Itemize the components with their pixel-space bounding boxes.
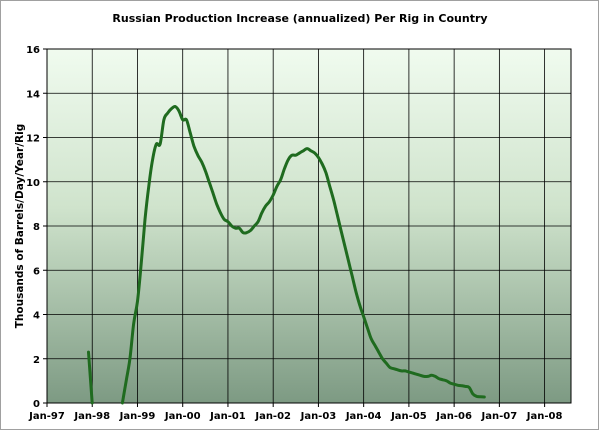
x-tick-label: Jan-97 <box>28 411 65 422</box>
x-tick-label: Jan-00 <box>164 411 201 422</box>
x-tick-label: Jan-01 <box>209 411 246 422</box>
y-tick-label: 4 <box>33 311 40 322</box>
y-tick-label: 2 <box>33 355 40 366</box>
y-tick-label: 16 <box>26 45 40 56</box>
y-axis-label: Thousands of Barrels/Day/Year/Rig <box>14 124 26 328</box>
x-tick-label: Jan-04 <box>345 411 382 422</box>
y-tick-label: 14 <box>26 89 40 100</box>
series-line-1 <box>120 104 486 405</box>
x-axis-ticks: Jan-97 Jan-98 Jan-99 Jan-00 Jan-01 Jan-02 Jan-… <box>28 403 562 422</box>
series-layer <box>87 104 486 405</box>
x-tick-label: Jan-05 <box>390 411 427 422</box>
chart-title: Russian Production Increase (annualized)… <box>112 12 487 25</box>
x-tick-label: Jan-07 <box>481 411 518 422</box>
x-tick-label: Jan-02 <box>254 411 291 422</box>
x-tick-label: Jan-98 <box>73 411 110 422</box>
x-tick-label: Jan-06 <box>435 411 472 422</box>
x-tick-label: Jan-03 <box>300 411 337 422</box>
y-tick-label: 12 <box>26 134 40 145</box>
x-tick-label: Jan-99 <box>119 411 156 422</box>
y-tick-label: 10 <box>26 178 40 189</box>
x-tick-label: Jan-08 <box>526 411 563 422</box>
y-tick-label: 8 <box>33 222 40 233</box>
series-line-0 <box>87 350 94 405</box>
y-axis-ticks: 0 2 4 6 8 10 12 14 16 <box>26 45 47 410</box>
y-tick-label: 0 <box>33 399 40 410</box>
y-tick-label: 6 <box>33 266 40 277</box>
